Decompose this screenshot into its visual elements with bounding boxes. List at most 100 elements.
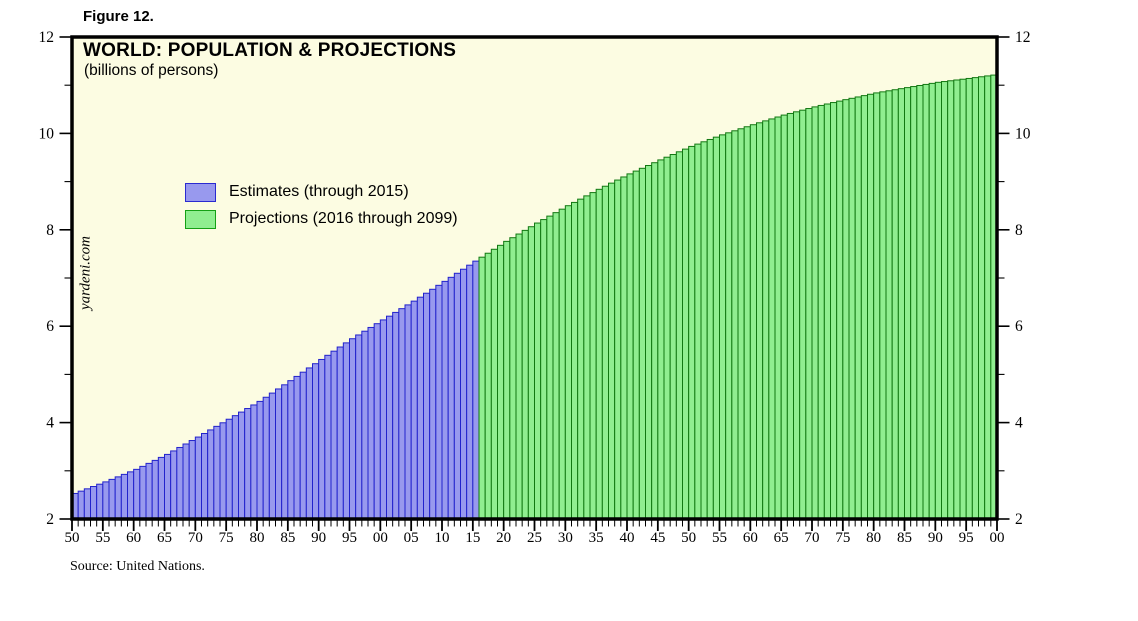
estimate-bar: [275, 388, 283, 520]
estimate-bar: [139, 465, 147, 520]
projection-bar: [675, 151, 684, 520]
projection-bar: [564, 205, 573, 520]
estimate-bar: [429, 288, 437, 520]
estimate-bar: [472, 260, 480, 520]
projection-bar: [682, 148, 690, 520]
legend: Estimates (through 2015) Projections (20…: [185, 182, 458, 236]
projection-bar: [756, 122, 764, 520]
estimate-bar: [361, 330, 369, 520]
x-axis-label: 20: [496, 530, 511, 546]
x-axis-label: 70: [188, 530, 203, 546]
projection-bar: [558, 208, 566, 520]
estimate-bar: [90, 486, 98, 520]
projection-bar: [848, 97, 856, 520]
estimate-bar: [330, 350, 338, 520]
projection-bar: [873, 92, 881, 520]
estimate-bar: [194, 436, 203, 520]
projection-bar: [953, 79, 961, 520]
estimate-bar: [213, 425, 221, 520]
projection-bar: [515, 233, 523, 520]
projection-bar: [885, 90, 893, 520]
projection-bar: [490, 248, 498, 520]
estimate-bar: [120, 473, 129, 520]
projection-bar: [768, 118, 776, 520]
projection-bar: [947, 80, 955, 520]
projection-bar: [984, 75, 992, 520]
projection-bar: [583, 195, 591, 520]
estimate-bar: [225, 418, 233, 520]
estimate-bar: [170, 450, 178, 520]
estimate-bar: [238, 411, 246, 520]
projection-bar: [817, 104, 825, 520]
estimate-bar: [453, 272, 461, 520]
estimate-bar: [410, 300, 418, 520]
projection-bar: [743, 126, 751, 520]
projection-bar: [762, 120, 770, 520]
projection-bar: [595, 188, 603, 520]
legend-item-estimates: Estimates (through 2015): [185, 182, 458, 202]
projection-bar: [965, 77, 973, 520]
x-axis-label: 55: [712, 530, 727, 546]
estimate-bar: [256, 400, 264, 520]
projection-bar: [780, 114, 788, 520]
projection-bar: [934, 81, 943, 520]
estimate-bar: [262, 396, 270, 520]
projection-bar: [867, 93, 875, 520]
projection-bar: [497, 244, 505, 520]
projection-bar: [700, 141, 708, 520]
x-axis-label: 45: [650, 530, 665, 546]
y-axis-label-right: 2: [1015, 511, 1023, 528]
projection-bar: [706, 138, 714, 520]
projection-bar: [897, 88, 906, 520]
projection-bar: [663, 156, 671, 520]
estimate-bar: [367, 326, 375, 520]
x-axis-label: 35: [589, 530, 604, 546]
estimate-bar: [441, 280, 449, 520]
projection-bar: [786, 112, 795, 520]
y-axis-label-left: 10: [39, 125, 55, 142]
y-axis-label-right: 10: [1015, 125, 1031, 142]
projection-bar: [620, 176, 628, 520]
projection-bar: [651, 162, 659, 520]
projection-bar: [879, 91, 887, 520]
projection-bar: [928, 82, 936, 520]
projection-bar: [922, 83, 930, 520]
estimate-bar: [219, 422, 227, 520]
projection-bar: [941, 81, 949, 520]
projection-bar: [552, 212, 560, 520]
projection-bar: [688, 145, 696, 520]
estimate-bar: [268, 392, 276, 520]
y-axis-label-right: 6: [1015, 318, 1023, 335]
projection-bar: [608, 182, 616, 520]
estimate-bar: [108, 478, 116, 520]
projection-bar: [904, 87, 912, 520]
x-axis-label: 75: [219, 530, 234, 546]
x-axis-label: 60: [743, 530, 758, 546]
chart-title: WORLD: POPULATION & PROJECTIONS: [83, 40, 457, 61]
projection-bar: [534, 222, 542, 520]
estimate-bar: [231, 415, 240, 520]
projection-bar: [571, 201, 579, 520]
x-axis-label: 50: [681, 530, 696, 546]
projection-bar: [799, 109, 807, 520]
x-axis-label: 70: [805, 530, 820, 546]
projection-bar: [626, 173, 634, 520]
x-axis-label: 95: [959, 530, 974, 546]
estimate-bar: [398, 308, 406, 520]
projection-bar: [546, 215, 554, 520]
projection-bar: [836, 100, 844, 520]
projection-bar: [731, 130, 739, 520]
x-axis-label: 50: [65, 530, 80, 546]
estimate-bar: [182, 443, 190, 520]
projection-bar: [503, 240, 511, 520]
x-axis-label: 80: [866, 530, 881, 546]
projections-swatch: [185, 209, 216, 229]
estimate-bar: [466, 264, 474, 520]
estimate-bar: [114, 476, 122, 520]
projections-label: Projections (2016 through 2099): [229, 210, 458, 227]
x-axis-label: 00: [990, 530, 1005, 546]
estimate-bar: [145, 462, 153, 520]
chart-subtitle: (billions of persons): [84, 62, 219, 79]
